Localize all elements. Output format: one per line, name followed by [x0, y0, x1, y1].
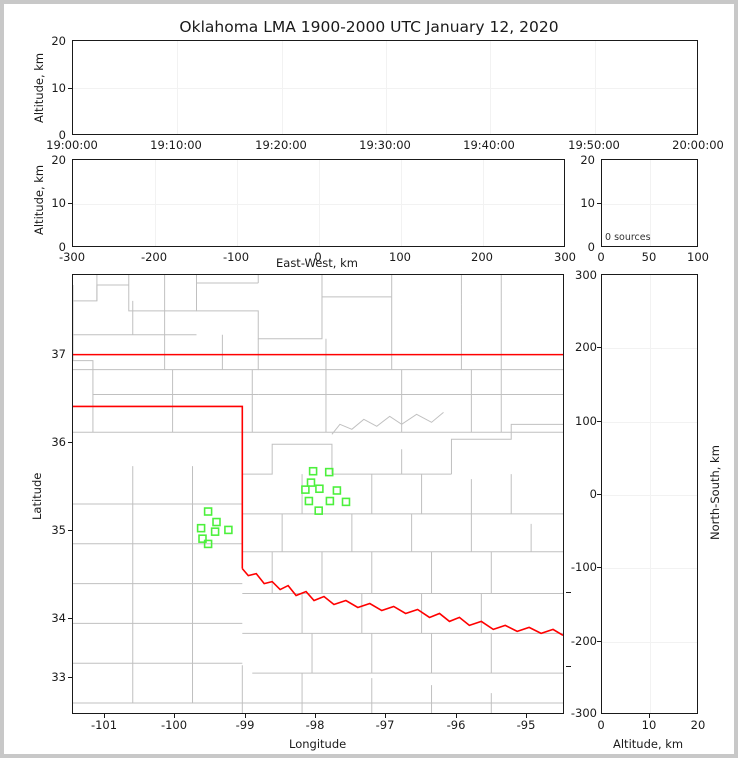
- lma-source-marker: [212, 517, 221, 527]
- axis-label-p5-altitude: Altitude, km: [613, 737, 684, 751]
- lma-source-marker: [306, 478, 316, 487]
- lma-source-marker: [325, 496, 335, 506]
- panel-time-altitude[interactable]: [72, 40, 698, 135]
- lma-source-marker: [314, 506, 323, 515]
- lma-source-marker: [304, 496, 314, 506]
- tick-p1-y-20: 20: [51, 34, 66, 48]
- axis-label-northsouth: North-South, km: [708, 445, 722, 540]
- axis-label-p2-eastwest: East-West, km: [276, 256, 358, 270]
- tick-p5-x-20: 20: [690, 718, 706, 732]
- tick-p3-y-10: 10: [580, 196, 595, 210]
- tick-map-lon-99: -99: [235, 718, 255, 732]
- tick-ns-neg100: -100: [570, 560, 597, 574]
- tick-p1-y-0: 0: [58, 128, 66, 142]
- county-lines: [73, 275, 563, 713]
- lma-source-marker: [332, 486, 342, 495]
- axis-label-map-longitude: Longitude: [289, 737, 347, 751]
- source-count-annotation: 0 sources: [605, 232, 651, 243]
- tick-p2-y-0: 0: [58, 240, 66, 254]
- tick-ns-0: 0: [589, 487, 597, 501]
- lma-source-marker: [196, 523, 206, 533]
- axis-label-p2-altitude: Altitude, km: [32, 164, 46, 235]
- panel-map[interactable]: [72, 274, 564, 714]
- figure-title: Oklahoma LMA 1900-2000 UTC January 12, 2…: [179, 18, 559, 36]
- tick-p5-x-10: 10: [641, 718, 657, 732]
- lma-source-marker: [301, 485, 310, 494]
- tick-p3-x-2: 100: [687, 250, 709, 264]
- lma-source-markers: [196, 466, 351, 549]
- tick-map-lon-95: -95: [516, 718, 536, 732]
- tick-p3-y-20: 20: [580, 153, 595, 167]
- tick-p2-x-6: 300: [554, 250, 576, 264]
- tick-p2-x-5: 200: [471, 250, 493, 264]
- lma-source-marker: [203, 507, 213, 516]
- lma-source-marker: [210, 527, 220, 536]
- tick-map-lat-33: 33: [51, 670, 66, 684]
- tick-map-lat-37: 37: [51, 347, 66, 361]
- tick-ns-neg300: -300: [570, 706, 597, 720]
- lma-source-marker: [198, 534, 207, 543]
- axis-label-p1-altitude: Altitude, km: [32, 52, 46, 123]
- map-canvas: [73, 275, 563, 713]
- tick-map-lon-100: -100: [160, 718, 188, 732]
- lma-source-marker: [203, 539, 213, 549]
- panel-altitude-northsouth[interactable]: [601, 274, 698, 714]
- lma-source-marker: [315, 484, 324, 494]
- tick-ns-100: 100: [575, 414, 597, 428]
- tick-map-lon-96: -96: [446, 718, 466, 732]
- tick-p2-y-10: 10: [51, 196, 66, 210]
- tick-p3-x-1: 50: [641, 250, 657, 264]
- state-border-oklahoma: [73, 353, 563, 637]
- tick-ns-neg200: -200: [570, 634, 597, 648]
- tick-map-lat-34: 34: [51, 611, 66, 625]
- tick-p2-y-20: 20: [51, 153, 66, 167]
- lma-source-marker: [308, 466, 318, 476]
- tick-p1-x-2: 19:20:00: [255, 138, 307, 152]
- panel-eastwest-altitude[interactable]: [72, 159, 565, 247]
- tick-p3-y-0: 0: [587, 240, 595, 254]
- tick-p1-x-1: 19:10:00: [150, 138, 202, 152]
- tick-map-lon-98: -98: [305, 718, 325, 732]
- lma-source-marker: [224, 525, 233, 535]
- tick-p1-x-0: 19:00:00: [46, 138, 98, 152]
- tick-p2-x-2: -100: [222, 250, 250, 264]
- tick-p5-x-0: 0: [597, 718, 605, 732]
- tick-p2-x-1: -200: [140, 250, 168, 264]
- tick-p1-x-6: 20:00:00: [672, 138, 724, 152]
- tick-p1-x-5: 19:50:00: [568, 138, 620, 152]
- tick-p2-x-4: 100: [389, 250, 411, 264]
- tick-p2-x-3: 0: [314, 250, 322, 264]
- tick-p3-x-0: 0: [597, 250, 605, 264]
- tick-map-lat-36: 36: [51, 435, 66, 449]
- tick-map-lon-101: -101: [90, 718, 118, 732]
- lma-source-marker: [324, 467, 334, 477]
- tick-ns-300: 300: [575, 268, 597, 282]
- tick-p2-x-0: -300: [58, 250, 86, 264]
- tick-p1-x-3: 19:30:00: [359, 138, 411, 152]
- tick-map-lon-97: -97: [375, 718, 395, 732]
- lma-source-marker: [341, 497, 351, 507]
- panel-source-histogram[interactable]: [601, 159, 698, 247]
- tick-map-lat-35: 35: [51, 523, 66, 537]
- tick-p1-x-4: 19:40:00: [463, 138, 515, 152]
- tick-ns-200: 200: [575, 340, 597, 354]
- axis-label-map-latitude: Latitude: [30, 472, 44, 520]
- tick-p1-y-10: 10: [51, 81, 66, 95]
